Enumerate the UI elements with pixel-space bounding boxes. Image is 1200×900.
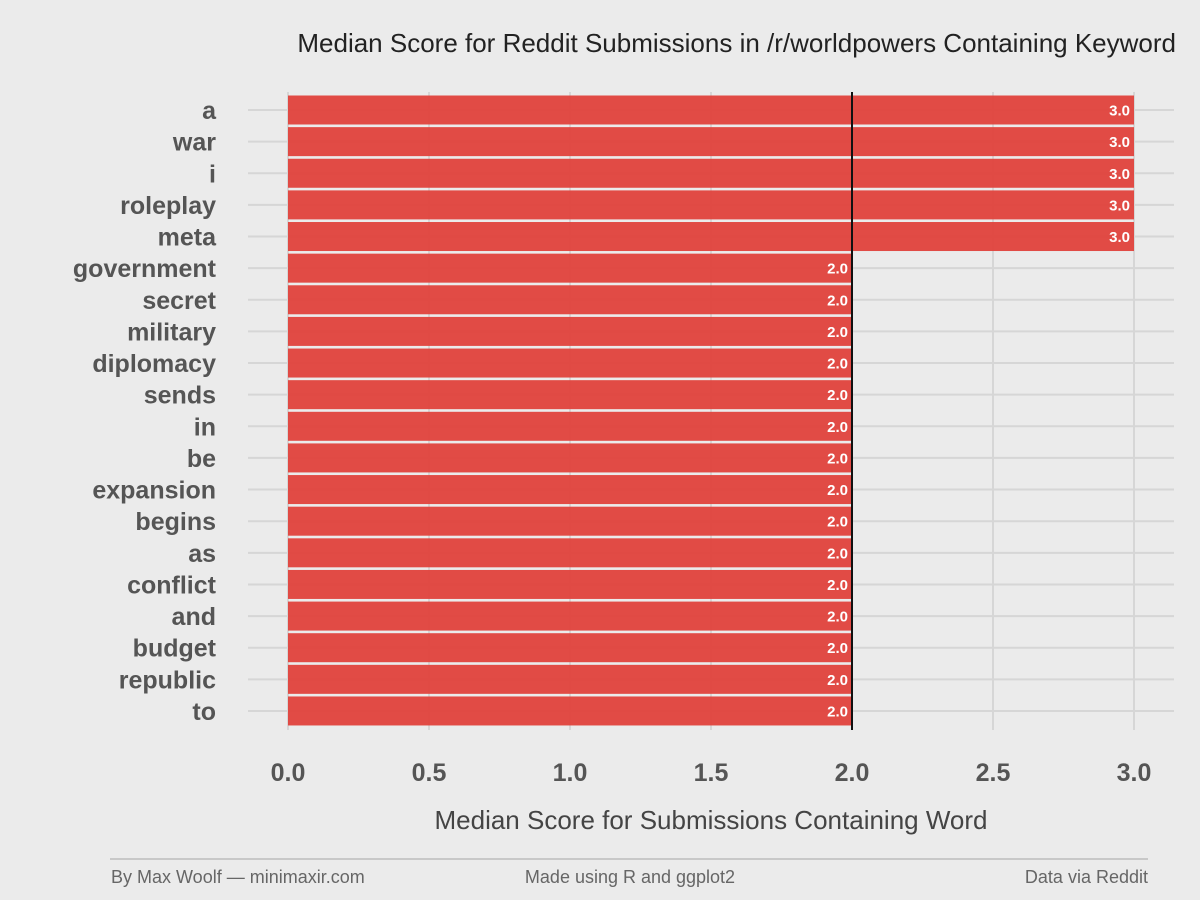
category-label: budget [133, 635, 217, 663]
footer-credit: By Max Woolf — minimaxir.com [111, 867, 365, 887]
bar [288, 316, 852, 346]
category-label: as [188, 540, 216, 568]
x-tick-labels: 0.0 0.5 1.0 1.5 2.0 2.5 3.0 [271, 759, 1152, 787]
category-label: military [127, 318, 216, 346]
bar-value-label: 3.0 [1109, 166, 1130, 183]
bar-value-label: 3.0 [1109, 134, 1130, 151]
bar [288, 95, 1134, 125]
category-label: a [202, 97, 217, 125]
category-label: secret [142, 287, 216, 315]
category-label: sends [144, 382, 216, 410]
footer-source: Data via Reddit [1025, 867, 1148, 887]
category-label: in [194, 413, 216, 441]
bar [288, 285, 852, 315]
x-tick-label: 1.0 [553, 759, 588, 787]
bars [288, 95, 1134, 726]
bar [288, 664, 852, 694]
x-tick-label: 3.0 [1117, 759, 1152, 787]
bar-value-label: 2.0 [827, 703, 848, 720]
footer-tools: Made using R and ggplot2 [525, 867, 735, 887]
x-tick-label: 0.5 [412, 759, 447, 787]
bar [288, 158, 1134, 188]
bar [288, 253, 852, 283]
bar [288, 696, 852, 726]
bar-value-label: 3.0 [1109, 229, 1130, 246]
bar [288, 569, 852, 599]
bar-value-label: 2.0 [827, 324, 848, 341]
bar [288, 443, 852, 473]
bar [288, 127, 1134, 157]
bar [288, 411, 852, 441]
bar-value-label: 2.0 [827, 482, 848, 499]
bar-value-label: 2.0 [827, 419, 848, 436]
category-label: meta [158, 224, 217, 252]
x-tick-label: 2.0 [835, 759, 870, 787]
bar [288, 633, 852, 663]
bar [288, 538, 852, 568]
category-labels: a war i roleplay meta government secret militar… [73, 97, 217, 726]
x-axis-label: Median Score for Submissions Containing … [434, 805, 987, 835]
bar-value-labels: 3.0 3.0 3.0 3.0 3.0 2.0 2.0 2.0 2.0 2.0 2.0 2.0 2.0 2… [827, 103, 1130, 721]
bar [288, 475, 852, 505]
x-tick-label: 1.5 [694, 759, 729, 787]
bar-value-label: 3.0 [1109, 103, 1130, 120]
category-label: and [172, 603, 216, 631]
category-label: conflict [127, 571, 217, 599]
category-label: diplomacy [92, 350, 216, 378]
category-label: republic [119, 666, 216, 694]
bar [288, 601, 852, 631]
chart-title: Median Score for Reddit Submissions in /… [297, 28, 1176, 58]
bar-value-label: 3.0 [1109, 197, 1130, 214]
x-tick-label: 0.0 [271, 759, 306, 787]
x-tick-label: 2.5 [976, 759, 1011, 787]
bar-value-label: 2.0 [827, 450, 848, 467]
category-label: be [187, 445, 216, 473]
bar-value-label: 2.0 [827, 545, 848, 562]
bar-value-label: 2.0 [827, 261, 848, 278]
bar-value-label: 2.0 [827, 292, 848, 309]
category-label: begins [135, 508, 216, 536]
bar-value-label: 2.0 [827, 609, 848, 626]
bar [288, 190, 1134, 220]
bar-value-label: 2.0 [827, 387, 848, 404]
bar-value-label: 2.0 [827, 356, 848, 373]
category-label: government [73, 255, 217, 283]
bar-value-label: 2.0 [827, 640, 848, 657]
bar [288, 506, 852, 536]
category-label: to [192, 698, 216, 726]
bar-value-label: 2.0 [827, 577, 848, 594]
category-label: war [172, 129, 216, 157]
category-label: expansion [92, 477, 216, 505]
bar-value-label: 2.0 [827, 514, 848, 531]
bar [288, 380, 852, 410]
bar [288, 222, 1134, 252]
bar [288, 348, 852, 378]
category-label: i [209, 160, 216, 188]
category-label: roleplay [120, 192, 216, 220]
bar-value-label: 2.0 [827, 672, 848, 689]
